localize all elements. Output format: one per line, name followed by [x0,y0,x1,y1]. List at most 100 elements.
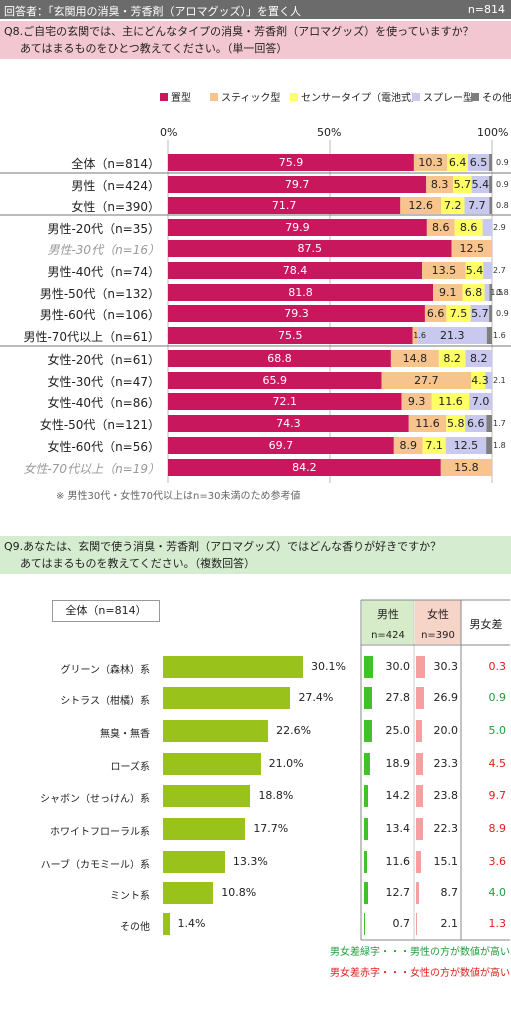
q9-category-7: ミント系 [110,891,150,902]
bar-seg-0-0 [168,154,414,171]
q9-category-2: 無臭・無香 [100,729,150,740]
bar-seg-0-4 [489,154,492,171]
bar-label-10-3: 2.1 [493,376,506,385]
bar-seg-10-0 [168,372,382,389]
bar-label-13-1: 8.9 [399,439,417,452]
bar-label-7-3: 5.7 [471,307,489,320]
bar-seg-5-2 [465,262,484,279]
bar-seg-13-1 [393,437,423,454]
male-bar-1 [364,687,373,709]
bar-seg-8-4 [486,327,492,344]
female-value-7: 8.7 [440,886,459,899]
diff-value-5: 8.9 [488,822,507,835]
male-value-0: 30.0 [385,660,411,673]
bar-seg-9-3 [465,350,492,367]
male-value-3: 18.9 [385,757,411,770]
bar-seg-4-1 [451,240,492,257]
bar-seg-2-4 [489,197,492,214]
row-label-6: 男性-50代（n=132） [39,287,160,301]
female-value-5: 22.3 [433,822,459,835]
bar-seg-3-2 [454,219,483,236]
q9-category-4: シャボン（せっけん）系 [40,794,150,805]
male-value-8: 0.7 [392,917,411,930]
sample-size: n=814 [467,3,505,16]
bar-label-13-3: 12.5 [453,439,479,452]
diff-value-2: 5.0 [488,724,507,737]
bar-label-1-0: 79.7 [284,178,310,191]
bar-seg-11-1 [401,393,432,410]
bar-seg-0-1 [413,154,448,171]
bar-label-8-4: 1.6 [493,331,506,340]
male-header: 男性 n=424 [362,600,414,644]
bar-label-7-0: 79.3 [284,307,309,320]
row-label-11: 女性-40代（n=86） [47,396,160,410]
bar-seg-12-3 [465,415,487,432]
bar-seg-7-2 [446,305,471,322]
bar-label-2-1: 12.6 [408,199,433,212]
male-value-6: 11.6 [385,855,411,868]
bar-seg-5-1 [422,262,466,279]
bar-seg-6-3 [484,284,490,301]
bar-label-12-0: 74.3 [276,417,301,430]
legend-item-1: スティック型 [210,89,280,104]
q9-value-5: 17.7% [253,822,289,835]
legend-swatch-2 [290,93,298,101]
bar-label-2-0: 71.7 [271,199,297,212]
female-bar-3 [416,753,423,775]
q9-value-7: 10.8% [221,886,257,899]
legend-red-note: 男女差赤字・・・女性の方が数値が高い [330,968,510,979]
bar-seg-0-2 [447,154,469,171]
row-label-0: 全体（n=814） [71,157,160,171]
row-label-3: 男性-20代（n=35） [47,222,160,236]
female-bar-6 [416,851,421,873]
female-bar-4 [416,785,424,807]
bar-seg-9-1 [390,350,439,367]
legend-swatch-4 [471,93,479,101]
row-label-5: 男性-40代（n=74） [47,265,160,279]
bar-seg-6-4 [489,284,492,301]
bar-seg-11-3 [469,393,492,410]
row-label-1: 男性（n=424） [71,179,160,193]
q9-bar-3 [163,753,261,775]
q9-bar-0 [163,656,303,678]
bar-label-4-0: 87.5 [297,242,323,255]
legend-swatch-0 [160,93,168,101]
row-label-9: 女性-20代（n=61） [47,353,160,367]
bar-label-10-2: 4.3 [471,374,489,387]
female-header: 女性 n=390 [415,600,461,644]
bar-seg-11-0 [168,393,402,410]
bar-label-11-0: 72.1 [272,395,298,408]
bar-label-14-1: 15.8 [454,461,479,474]
legend-text-4: その他 [482,93,511,104]
q9-bar-6 [163,851,225,873]
bar-label-0-3: 6.5 [469,156,488,169]
q9-value-1: 27.4% [298,691,334,704]
bar-seg-0-3 [468,154,490,171]
q9-value-8: 1.4% [177,917,206,930]
female-value-2: 20.0 [433,724,459,737]
bar-seg-10-1 [381,372,472,389]
q9-category-6: ハーブ（カモミール）系 [40,860,150,871]
female-value-8: 2.1 [440,917,459,930]
row-label-12: 女性-50代（n=121） [39,418,160,432]
q8-reference-note: ※ 男性30代・女性70代以上はn=30未満のため参考値 [56,491,301,502]
female-value-4: 23.8 [433,789,459,802]
axis-tick-50: 50% [317,126,342,139]
bar-seg-9-0 [168,350,391,367]
q9-total-label: 全体（n=814） [52,600,160,622]
bar-seg-3-0 [168,219,427,236]
diff-value-3: 4.5 [488,757,507,770]
bar-seg-14-1 [440,459,492,476]
bar-label-3-1: 8.6 [432,221,450,234]
bar-seg-3-1 [426,219,455,236]
bar-label-0-4: 0.9 [496,158,509,167]
bar-label-9-0: 68.8 [267,352,292,365]
bar-seg-7-3 [470,305,490,322]
male-bar-4 [364,785,369,807]
q9-bar-8 [163,913,170,935]
axis-tick-100: 100% [477,126,509,139]
legend-item-4: その他 [471,89,511,104]
diff-header-label: 男女差 [469,618,503,631]
q9-value-4: 18.8% [258,789,294,802]
bar-label-4-1: 12.5 [459,242,485,255]
